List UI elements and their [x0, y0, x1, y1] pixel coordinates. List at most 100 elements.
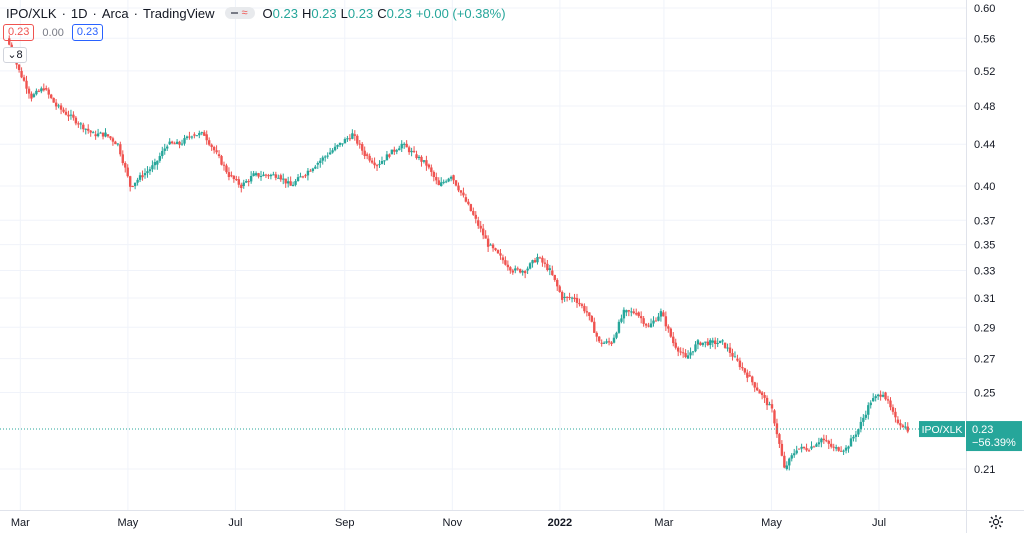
candle-body	[454, 180, 458, 186]
candle-body	[526, 268, 529, 271]
candle-body	[521, 271, 524, 273]
candle-body	[558, 286, 561, 292]
candle-body	[832, 446, 835, 448]
candle-body	[346, 138, 349, 140]
candle-body	[464, 197, 468, 202]
candle-body	[74, 117, 78, 124]
candle-body	[852, 436, 855, 439]
candle-body	[533, 260, 537, 263]
candle-body	[790, 455, 793, 459]
source-label: TradingView	[142, 5, 215, 21]
candle-body	[810, 446, 813, 449]
candle-body	[553, 274, 556, 280]
candle-body	[87, 128, 90, 131]
candle-body	[205, 134, 208, 141]
candle-body	[481, 228, 485, 236]
x-tick-label: Jul	[228, 517, 242, 529]
y-tick-label: 0.40	[974, 181, 995, 193]
ohlc-h-label: H	[301, 5, 312, 21]
interval-label[interactable]: 1D	[70, 5, 88, 21]
candle-body	[467, 201, 470, 205]
candle-body	[168, 141, 171, 145]
candle-body	[133, 182, 137, 187]
candle-body	[709, 340, 712, 346]
candle-body	[620, 318, 623, 322]
candle-body	[568, 296, 571, 298]
candle-body	[807, 450, 811, 452]
y-tick-label: 0.52	[974, 66, 995, 78]
candle-body	[469, 204, 473, 211]
compare-toggle-icon[interactable]: ≈	[224, 7, 255, 19]
candle-body	[657, 316, 660, 321]
price-tag-change: −56.39%	[972, 437, 1016, 449]
candle-body	[528, 263, 532, 269]
candle-body	[262, 174, 265, 177]
candle-body	[867, 405, 870, 415]
ohlc-l-label: L	[340, 5, 348, 21]
candle-body	[254, 173, 258, 176]
candle-body	[193, 134, 196, 136]
candle-body	[741, 367, 744, 369]
candle-body	[859, 421, 863, 430]
candle-body	[531, 260, 534, 264]
candle-body	[175, 141, 179, 145]
candle-body	[277, 177, 280, 179]
x-tick-label: Mar	[11, 517, 30, 529]
candle-body	[472, 210, 475, 215]
ohlc-l-value: 0.23	[347, 5, 374, 21]
candle-body	[126, 167, 129, 177]
candle-body	[511, 270, 515, 273]
candle-body	[380, 161, 384, 164]
candle-body	[383, 160, 386, 162]
price-tag-bg	[966, 421, 1022, 452]
candle-body	[681, 352, 685, 354]
symbol-label[interactable]: IPO/XLK	[6, 5, 57, 21]
candle-body	[746, 372, 749, 378]
candle-body	[773, 410, 776, 424]
candle-body	[570, 297, 574, 299]
candle-body	[148, 169, 152, 172]
candle-body	[519, 269, 522, 273]
candle-body	[143, 173, 147, 176]
candle-body	[899, 423, 902, 426]
candle-body	[684, 353, 687, 358]
candle-body	[556, 279, 559, 287]
candle-body	[230, 175, 233, 177]
candle-body	[449, 176, 453, 179]
candle-body	[114, 141, 117, 145]
gear-icon[interactable]	[988, 514, 1004, 530]
y-tick-label: 0.27	[974, 354, 995, 366]
candle-body	[32, 94, 36, 97]
candle-body	[158, 156, 162, 161]
candle-body	[625, 310, 628, 313]
candle-body	[788, 458, 791, 466]
candle-body	[541, 257, 544, 263]
candle-body	[635, 313, 638, 315]
candle-body	[173, 143, 176, 145]
candle-body	[891, 407, 895, 412]
collapse-indicators-button[interactable]: ⌄8	[3, 47, 27, 63]
candle-body	[358, 143, 361, 145]
candle-body	[822, 438, 826, 441]
candle-body	[733, 356, 737, 358]
candle-body	[45, 88, 48, 90]
candle-body	[245, 181, 248, 183]
candle-body	[412, 150, 416, 152]
candle-body	[795, 450, 798, 454]
candle-body	[763, 395, 766, 398]
candle-body	[844, 447, 848, 451]
candle-body	[637, 312, 640, 317]
candle-body	[183, 138, 186, 144]
candle-body	[778, 434, 781, 444]
candle-body	[294, 180, 297, 185]
candle-body	[548, 268, 552, 270]
candle-body	[696, 340, 700, 345]
candle-body	[706, 341, 710, 346]
candle-body	[166, 146, 169, 149]
indicator-count: 8	[16, 49, 23, 61]
time-axis: Mar May Jul Sep Nov 2022 Mar May Jul	[11, 517, 886, 529]
candle-body	[282, 178, 285, 180]
y-tick-label: 0.37	[974, 215, 995, 227]
candle-body	[435, 177, 438, 181]
